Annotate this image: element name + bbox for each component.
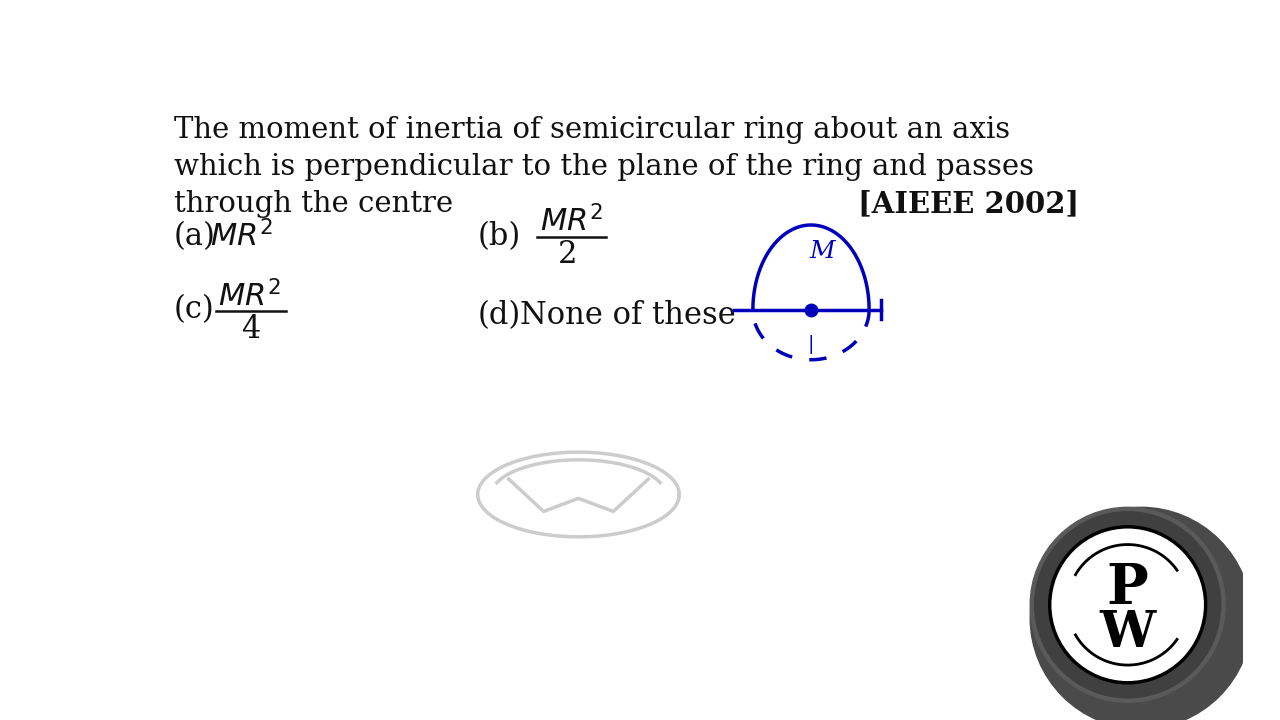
Text: P: P xyxy=(1107,562,1148,616)
Text: (d): (d) xyxy=(477,300,521,331)
Circle shape xyxy=(1030,508,1252,720)
Text: through the centre: through the centre xyxy=(174,189,453,217)
Circle shape xyxy=(1034,512,1221,698)
Text: 4: 4 xyxy=(241,313,260,345)
Text: (c): (c) xyxy=(174,294,215,325)
Text: 2: 2 xyxy=(558,239,577,270)
Text: W: W xyxy=(1100,608,1156,657)
Text: $MR^2$: $MR^2$ xyxy=(540,206,603,238)
Text: $MR^2$: $MR^2$ xyxy=(218,280,282,313)
Text: |: | xyxy=(808,335,814,354)
Circle shape xyxy=(1030,508,1225,702)
Text: which is perpendicular to the plane of the ring and passes: which is perpendicular to the plane of t… xyxy=(174,153,1034,181)
Text: [AIEEE 2002]: [AIEEE 2002] xyxy=(858,189,1079,219)
Text: The moment of inertia of semicircular ring about an axis: The moment of inertia of semicircular ri… xyxy=(174,116,1010,144)
Text: M: M xyxy=(810,240,836,264)
Text: None of these: None of these xyxy=(521,300,736,331)
Text: $MR^2$: $MR^2$ xyxy=(210,221,274,253)
Circle shape xyxy=(1050,527,1206,683)
Text: (a): (a) xyxy=(174,221,216,252)
Text: (b): (b) xyxy=(477,221,521,252)
